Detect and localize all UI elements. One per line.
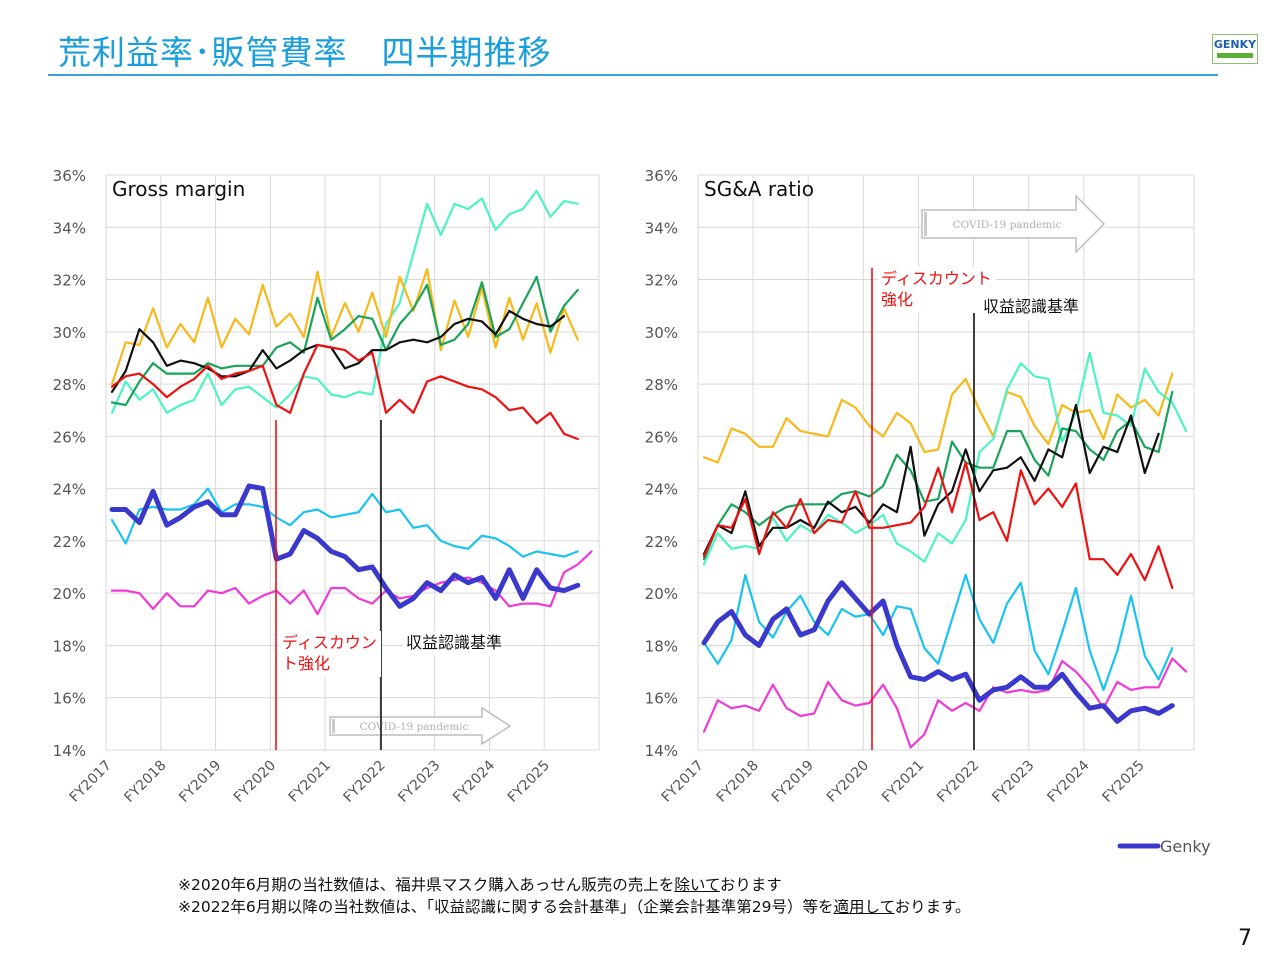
page-number: 7 [1238, 926, 1252, 951]
x-tick-label: FY2024 [1044, 757, 1092, 805]
page-title: 荒利益率･販管費率 四半期推移 [58, 33, 552, 72]
legend-label: Genky [1160, 837, 1211, 856]
series-line-red [702, 461, 1174, 590]
x-tick-label: FY2018 [121, 758, 169, 806]
series-line-mint [702, 351, 1188, 566]
x-tick-label: FY2017 [659, 758, 707, 806]
series-line-genky [701, 580, 1175, 724]
x-tick-label: FY2024 [450, 757, 498, 805]
discount-annotation: ディスカウント強化 [282, 633, 377, 673]
covid-arrow [329, 706, 512, 746]
y-tick-label: 36% [53, 167, 86, 185]
revenue-standard-annotation: 収益認識基準 [406, 633, 502, 652]
chart-title: SG&A ratio [704, 177, 814, 201]
x-tick-label: FY2019 [176, 758, 224, 806]
logo-text: GENKY [1213, 38, 1257, 51]
covid-arrow-stripe [924, 212, 927, 236]
x-tick-label: FY2020 [824, 758, 872, 806]
title-divider [48, 74, 1218, 76]
x-tick-label: FY2023 [395, 758, 443, 806]
x-tick-label: FY2022 [340, 758, 388, 806]
legend: Genky [1117, 837, 1211, 856]
y-tick-label: 36% [645, 167, 678, 185]
y-tick-label: 14% [645, 742, 678, 760]
footnote-1: ※2020年6月期の当社数値は、福井県マスク購入あっせん販売の売上を除いておりま… [178, 876, 782, 894]
series-line-green [702, 390, 1174, 561]
annotation-bg [878, 267, 996, 313]
y-tick-label: 28% [645, 376, 678, 394]
discount-annotation: ディスカウント強化 [881, 269, 992, 309]
x-tick-label: FY2022 [934, 758, 982, 806]
y-tick-label: 16% [645, 690, 678, 708]
series-line-black [702, 403, 1160, 556]
y-tick-label: 24% [53, 481, 86, 499]
y-tick-label: 20% [645, 585, 678, 603]
series-line-magenta [110, 550, 593, 616]
series-line-black [110, 309, 566, 393]
series-line-yellow [110, 268, 579, 386]
y-tick-label: 32% [645, 272, 678, 290]
y-tick-label: 24% [645, 481, 678, 499]
chart-panel-2: 14% 16% 18% 20% 22% 24% 26% 28% 30% 32% 34% 36% FY20… [645, 167, 1195, 806]
y-tick-label: 30% [53, 324, 86, 342]
footnotes: ※2020年6月期の当社数値は、福井県マスク購入あっせん販売の売上を除いておりま… [178, 874, 971, 918]
chart-title: Gross margin [112, 177, 245, 201]
series-line-mint [110, 189, 579, 414]
y-tick-label: 26% [645, 428, 678, 446]
x-tick-label: FY2018 [714, 758, 762, 806]
x-tick-label: FY2025 [505, 758, 553, 806]
x-tick-label: FY2021 [879, 758, 927, 806]
y-tick-label: 18% [53, 637, 86, 655]
series-line-genky [109, 483, 581, 609]
series-line-magenta [702, 657, 1188, 749]
series-line-cyan [110, 487, 579, 558]
x-tick-label: FY2021 [286, 758, 334, 806]
y-tick-label: 28% [53, 376, 86, 394]
y-tick-label: 30% [645, 324, 678, 342]
y-tick-label: 34% [53, 219, 86, 237]
y-tick-label: 34% [645, 219, 678, 237]
y-tick-label: 22% [53, 533, 86, 551]
series-line-cyan [702, 573, 1174, 692]
covid-label: COVID-19 pandemic [953, 219, 1062, 231]
covid-arrow-stripe [332, 719, 335, 733]
annotation-bg [279, 631, 381, 677]
covid-arrow [921, 194, 1106, 254]
series-line-red [110, 343, 579, 441]
y-tick-label: 18% [645, 637, 678, 655]
series-line-green [110, 275, 579, 407]
footnote-2: ※2022年6月期以降の当社数値は、「収益認識に関する会計基準」（企業会計基準第… [178, 898, 971, 916]
y-tick-label: 16% [53, 690, 86, 708]
y-tick-label: 14% [53, 742, 86, 760]
y-tick-label: 22% [645, 533, 678, 551]
y-tick-label: 26% [53, 428, 86, 446]
annotation-bg [403, 631, 505, 656]
x-tick-label: FY2019 [769, 758, 817, 806]
covid-label: COVID-19 pandemic [360, 721, 469, 733]
y-tick-label: 32% [53, 272, 86, 290]
x-tick-label: FY2025 [1099, 758, 1147, 806]
genky-logo: GENKY [1212, 34, 1258, 64]
x-tick-label: FY2017 [67, 758, 115, 806]
series-line-yellow [702, 372, 1174, 464]
x-tick-label: FY2023 [989, 758, 1037, 806]
annotation-bg [980, 295, 1082, 320]
y-tick-label: 20% [53, 585, 86, 603]
chart-panel-1: 14% 16% 18% 20% 22% 24% 26% 28% 30% 32% 34% 36% FY20… [53, 167, 600, 806]
x-tick-label: FY2020 [231, 758, 279, 806]
revenue-standard-annotation: 収益認識基準 [983, 297, 1079, 316]
